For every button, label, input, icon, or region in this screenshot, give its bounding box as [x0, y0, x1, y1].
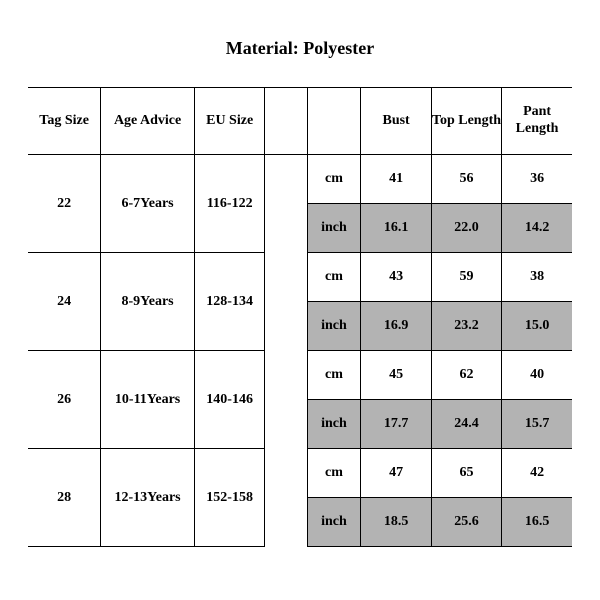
col-gap — [265, 88, 307, 155]
cell-top: 25.6 — [431, 498, 501, 547]
cell-bust: 43 — [361, 253, 431, 302]
col-bust: Bust — [361, 88, 431, 155]
cell-age: 12-13Years — [101, 449, 195, 547]
col-age-advice: Age Advice — [101, 88, 195, 155]
size-table-body: 22 6-7Years 116-122 cm 41 56 36 inch 16.… — [28, 155, 572, 547]
cell-pant: 40 — [502, 351, 572, 400]
cell-top: 62 — [431, 351, 501, 400]
cell-unit-cm: cm — [307, 155, 361, 204]
cell-unit-inch: inch — [307, 498, 361, 547]
cell-pant: 16.5 — [502, 498, 572, 547]
col-eu-size: EU Size — [194, 88, 264, 155]
cell-top: 23.2 — [431, 302, 501, 351]
cell-unit-inch: inch — [307, 204, 361, 253]
cell-pant: 42 — [502, 449, 572, 498]
cell-unit-inch: inch — [307, 302, 361, 351]
cell-bust: 16.1 — [361, 204, 431, 253]
cell-eu: 140-146 — [194, 351, 264, 449]
cell-top: 59 — [431, 253, 501, 302]
cell-pant: 36 — [502, 155, 572, 204]
cell-pant: 15.7 — [502, 400, 572, 449]
cell-bust: 18.5 — [361, 498, 431, 547]
cell-bust: 45 — [361, 351, 431, 400]
cell-pant: 15.0 — [502, 302, 572, 351]
cell-bust: 17.7 — [361, 400, 431, 449]
table-header-row: Tag Size Age Advice EU Size Bust Top Len… — [28, 88, 572, 155]
col-tag-size: Tag Size — [28, 88, 101, 155]
cell-unit-cm: cm — [307, 351, 361, 400]
cell-top: 24.4 — [431, 400, 501, 449]
col-pant-length: Pant Length — [502, 88, 572, 155]
cell-tag: 24 — [28, 253, 101, 351]
col-top-length: Top Length — [431, 88, 501, 155]
cell-unit-cm: cm — [307, 253, 361, 302]
cell-age: 6-7Years — [101, 155, 195, 253]
cell-tag: 22 — [28, 155, 101, 253]
cell-top: 56 — [431, 155, 501, 204]
size-table: Tag Size Age Advice EU Size Bust Top Len… — [28, 87, 572, 547]
cell-age: 10-11Years — [101, 351, 195, 449]
cell-pant: 38 — [502, 253, 572, 302]
cell-top: 65 — [431, 449, 501, 498]
cell-eu: 128-134 — [194, 253, 264, 351]
cell-eu: 152-158 — [194, 449, 264, 547]
cell-bust: 16.9 — [361, 302, 431, 351]
cell-bust: 47 — [361, 449, 431, 498]
cell-gap — [265, 155, 307, 547]
cell-tag: 26 — [28, 351, 101, 449]
cell-bust: 41 — [361, 155, 431, 204]
size-table-wrap: Tag Size Age Advice EU Size Bust Top Len… — [0, 87, 600, 547]
table-row: 22 6-7Years 116-122 cm 41 56 36 — [28, 155, 572, 204]
material-title: Material: Polyester — [0, 0, 600, 87]
cell-eu: 116-122 — [194, 155, 264, 253]
cell-age: 8-9Years — [101, 253, 195, 351]
cell-unit-cm: cm — [307, 449, 361, 498]
cell-tag: 28 — [28, 449, 101, 547]
cell-top: 22.0 — [431, 204, 501, 253]
col-unit — [307, 88, 361, 155]
cell-unit-inch: inch — [307, 400, 361, 449]
cell-pant: 14.2 — [502, 204, 572, 253]
